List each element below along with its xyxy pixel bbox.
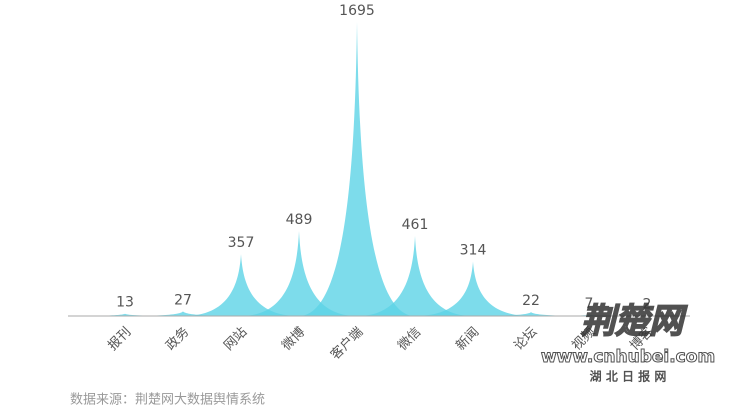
value-label: 22 bbox=[522, 293, 540, 309]
value-label: 314 bbox=[460, 243, 487, 259]
spike bbox=[183, 254, 299, 316]
x-tick-label: 客户端 bbox=[327, 324, 366, 363]
plot-area bbox=[67, 22, 705, 316]
x-tick-label: 论坛 bbox=[511, 325, 540, 354]
spike bbox=[125, 311, 241, 316]
spike bbox=[299, 22, 415, 316]
x-tick-label: 政务 bbox=[163, 324, 193, 354]
x-tick-label: 微博 bbox=[279, 325, 308, 354]
value-label: 2 bbox=[643, 297, 652, 313]
spike bbox=[241, 231, 357, 316]
watermark-logo: 荆楚网 bbox=[581, 302, 688, 342]
value-label: 357 bbox=[228, 235, 255, 251]
x-tick-label: 新闻 bbox=[453, 324, 483, 354]
spike bbox=[67, 313, 183, 316]
x-tick-label: 报刊 bbox=[105, 325, 134, 354]
value-label: 489 bbox=[286, 212, 313, 228]
value-label: 13 bbox=[116, 295, 134, 311]
value-label: 27 bbox=[174, 292, 192, 308]
x-tick-label: 微信 bbox=[395, 325, 424, 354]
spike bbox=[473, 312, 589, 316]
value-label: 1695 bbox=[339, 3, 375, 19]
source-note: 数据来源：荆楚网大数据舆情系统 bbox=[70, 392, 265, 408]
value-label: 461 bbox=[402, 217, 429, 233]
x-tick-label: 网站 bbox=[221, 325, 250, 354]
watermark: 荆楚网 www.cnhubei.com 湖 北 日 报 网 bbox=[540, 301, 715, 384]
value-label: 7 bbox=[585, 296, 594, 312]
spike bbox=[357, 236, 473, 316]
spike bbox=[531, 314, 647, 316]
watermark-url: www.cnhubei.com bbox=[541, 347, 715, 367]
spike bbox=[415, 261, 531, 316]
watermark-sub: 湖 北 日 报 网 bbox=[590, 369, 667, 384]
